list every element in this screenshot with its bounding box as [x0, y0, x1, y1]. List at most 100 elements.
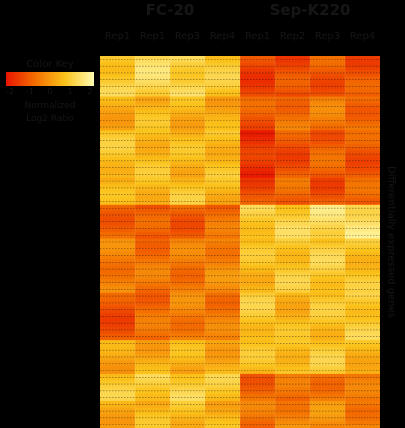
heatmap-cell: [345, 367, 380, 371]
heatmap-cell: [205, 127, 241, 131]
heatmap-cell: [205, 269, 241, 273]
heatmap-cell: [345, 248, 380, 253]
heatmap-cell: [135, 208, 171, 212]
heatmap-cell: [275, 143, 311, 148]
heatmap-cell: [240, 394, 276, 398]
heatmap-cell: [275, 407, 311, 412]
heatmap-cell: [170, 120, 206, 125]
heatmap-cell: [135, 275, 171, 280]
heatmap-cell: [240, 99, 276, 104]
heatmap-cell: [275, 113, 311, 118]
heatmap-cell: [310, 127, 346, 131]
heatmap-cell: [275, 174, 311, 179]
heatmap-cell: [310, 66, 346, 70]
heatmap-cell: [100, 214, 136, 219]
heatmap-cell: [170, 69, 206, 74]
heatmap-cell: [205, 377, 241, 382]
heatmap-cell: [345, 296, 380, 300]
heatmap-cell: [205, 289, 241, 294]
heatmap-cell: [275, 377, 311, 382]
heatmap-cell: [310, 265, 346, 270]
heatmap-cell: [345, 380, 380, 385]
heatmap-cell: [240, 248, 276, 253]
heatmap-cell: [100, 350, 136, 354]
heatmap-cell: [240, 282, 276, 287]
heatmap-cell: [205, 417, 241, 422]
heatmap-cell: [275, 384, 311, 388]
heatmap-cell: [205, 360, 241, 365]
heatmap-cell: [275, 133, 311, 138]
heatmap-cell: [170, 89, 206, 94]
heatmap-cell: [205, 258, 241, 263]
heatmap-cell: [345, 66, 380, 70]
heatmap-cell: [310, 275, 346, 280]
heatmap-cell: [240, 164, 276, 168]
heatmap-cell: [170, 133, 206, 138]
heatmap-cell: [275, 255, 311, 260]
heatmap-cell: [100, 258, 136, 263]
heatmap-cell: [100, 282, 136, 287]
heatmap-cell: [240, 211, 276, 216]
heatmap-cell: [310, 282, 346, 287]
heatmap-cell: [345, 116, 380, 121]
heatmap-cell: [240, 424, 276, 428]
heatmap-cell: [275, 387, 311, 392]
heatmap-cell: [205, 93, 241, 97]
heatmap-cell: [205, 198, 241, 202]
heatmap-cell: [135, 323, 171, 327]
heatmap-cell: [240, 417, 276, 422]
heatmap-cell: [275, 346, 311, 351]
heatmap-cell: [135, 367, 171, 371]
heatmap-cell: [135, 265, 171, 270]
column-label: Rep1: [244, 31, 271, 42]
heatmap-cell: [135, 269, 171, 273]
heatmap-cell: [275, 262, 311, 267]
heatmap-cell: [100, 123, 136, 128]
heatmap-cell: [275, 201, 311, 206]
heatmap-cell: [275, 323, 311, 327]
heatmap-cell: [310, 411, 346, 415]
heatmap-cell: [100, 333, 136, 338]
heatmap-cell: [170, 353, 206, 358]
heatmap-cell: [135, 191, 171, 196]
heatmap-cell: [310, 76, 346, 81]
heatmap-cell: [100, 72, 136, 77]
heatmap-cell: [100, 187, 136, 192]
heatmap-cell: [240, 231, 276, 236]
heatmap-cell: [100, 164, 136, 168]
heatmap-cell: [135, 83, 171, 87]
heatmap-cell: [345, 390, 380, 395]
heatmap-cell: [345, 123, 380, 128]
heatmap-cell: [345, 83, 380, 87]
heatmap-cell: [205, 157, 241, 162]
heatmap-cell: [345, 370, 380, 375]
heatmap-cell: [205, 340, 241, 344]
heatmap-cell: [205, 421, 241, 426]
heatmap-cell: [275, 333, 311, 338]
heatmap-cell: [310, 184, 346, 189]
heatmap-cell: [100, 373, 136, 378]
heatmap-cell: [240, 72, 276, 77]
heatmap-cell: [275, 56, 311, 60]
heatmap-cell: [310, 424, 346, 428]
heatmap-cell: [205, 167, 241, 172]
heatmap-cell: [240, 309, 276, 314]
heatmap-cell: [135, 120, 171, 125]
heatmap-cell: [170, 204, 206, 209]
heatmap-cell: [275, 417, 311, 422]
heatmap-cell: [345, 252, 380, 256]
heatmap-cell: [240, 323, 276, 327]
heatmap-cell: [240, 262, 276, 267]
heatmap-cell: [135, 187, 171, 192]
heatmap-cell: [135, 316, 171, 321]
heatmap-cell: [170, 66, 206, 70]
heatmap-cell: [310, 346, 346, 351]
heatmap-cell: [205, 238, 241, 243]
heatmap-cell: [310, 160, 346, 165]
heatmap-cell: [100, 147, 136, 152]
heatmap-cell: [100, 130, 136, 135]
heatmap-cell: [100, 316, 136, 321]
heatmap-cell: [170, 258, 206, 263]
heatmap-cell: [275, 390, 311, 395]
heatmap-cell: [135, 400, 171, 405]
